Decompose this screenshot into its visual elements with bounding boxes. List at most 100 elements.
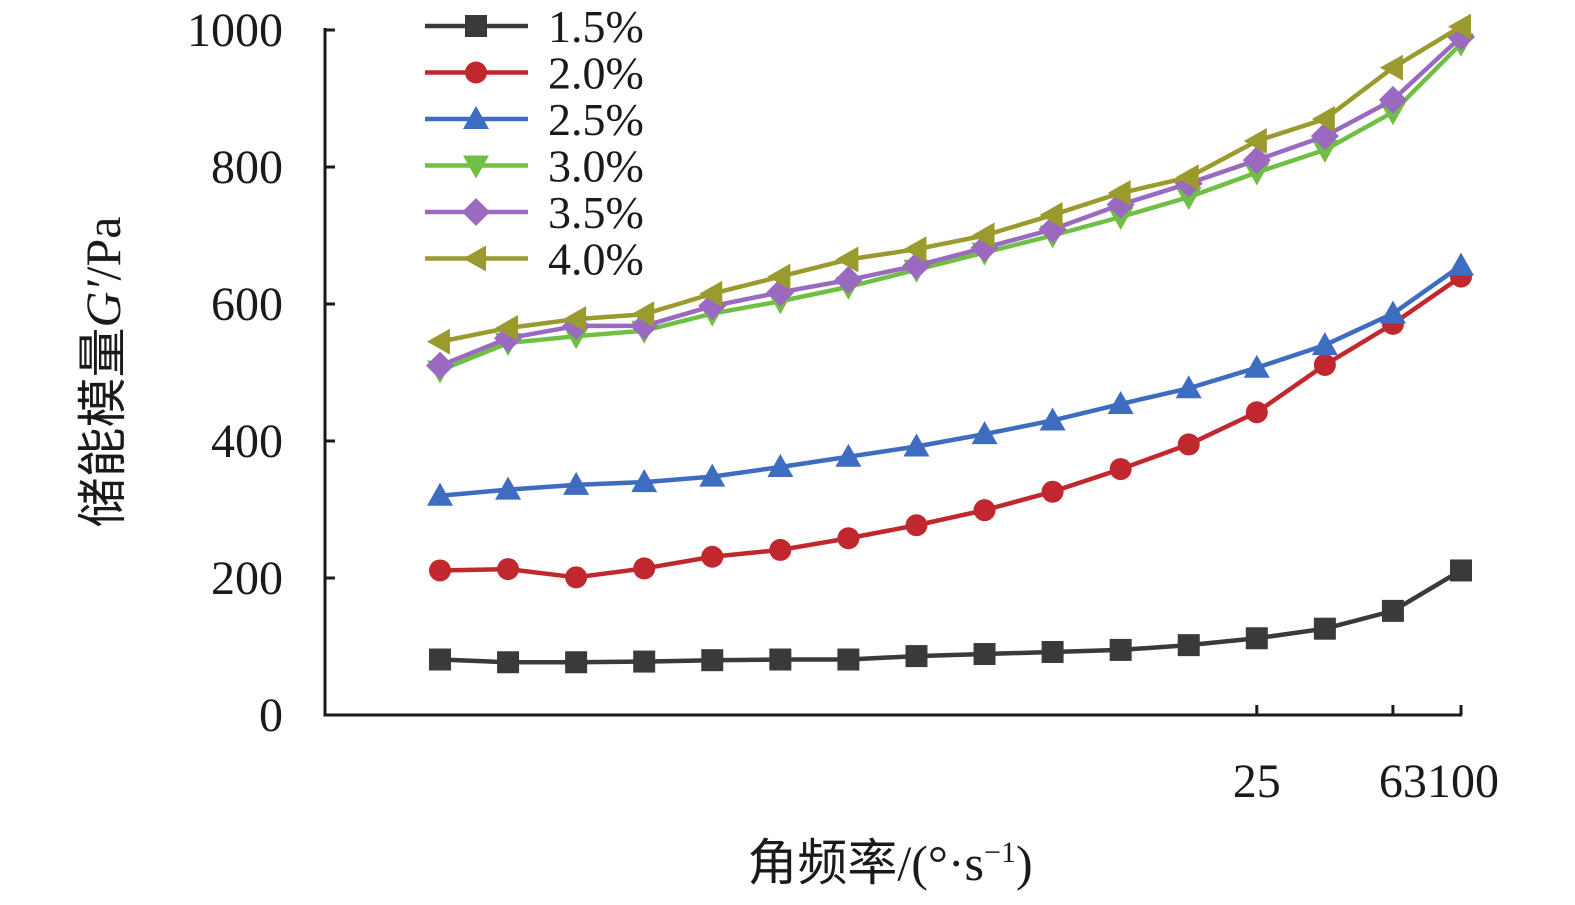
data-point-1-5-8: [973, 643, 996, 666]
data-point-4-0-8: [971, 222, 995, 249]
data-point-2-0-7: [905, 514, 928, 537]
data-point-1-5-0: [429, 648, 451, 671]
legend-item-3-5: 3.5%: [425, 187, 644, 238]
y-tick-label-1000: 1000: [187, 4, 283, 57]
legend-marker-2-0: [465, 61, 487, 84]
x-tick-label-63: 63: [1379, 755, 1427, 808]
series-2-5: [427, 252, 1474, 506]
data-point-1-5-13: [1313, 617, 1336, 640]
data-point-4-0-9: [1039, 201, 1063, 228]
data-point-2-0-1: [497, 558, 520, 581]
data-point-4-0-2: [563, 306, 587, 333]
series-line-1-5: [439, 568, 1463, 665]
y-tick-label-200: 200: [211, 552, 283, 605]
data-point-4-0-11: [1175, 164, 1199, 191]
data-point-2-0-4: [701, 545, 724, 568]
data-point-2-5-4: [699, 463, 726, 487]
series-line-2-0: [439, 274, 1463, 580]
data-point-1-5-10: [1109, 638, 1132, 661]
data-point-2-5-10: [1107, 391, 1134, 415]
data-point-2-5-2: [563, 471, 590, 495]
data-point-2-5-6: [835, 443, 862, 467]
data-point-3-5-12: [1242, 146, 1271, 175]
data-point-3-5-14: [1378, 85, 1407, 114]
data-point-2-5-12: [1243, 354, 1270, 378]
legend-marker-3-0: [463, 155, 489, 179]
x-axis-title: 角频率/(°·s−1): [747, 835, 1032, 891]
data-point-2-0-0: [429, 559, 451, 582]
legend-marker-3-5: [462, 198, 490, 226]
legend-label-1-5: 1.5%: [548, 1, 644, 52]
data-point-1-5-5: [769, 648, 792, 671]
legend-marker-1-5: [465, 15, 487, 37]
data-point-4-0-14: [1379, 54, 1403, 81]
data-point-1-5-14: [1381, 599, 1404, 622]
data-point-4-0-10: [1107, 180, 1131, 207]
legend: 1.5%2.0%2.5%3.0%3.5%4.0%: [425, 1, 644, 285]
y-axis-title: 储能模量G′/Pa: [75, 217, 131, 528]
data-point-2-0-11: [1177, 433, 1200, 456]
series-1-5: [429, 559, 1472, 674]
data-point-2-0-2: [565, 566, 588, 589]
legend-label-3-5: 3.5%: [548, 187, 644, 238]
data-point-2-5-1: [495, 476, 522, 500]
data-point-1-5-9: [1041, 640, 1064, 663]
data-point-2-5-15: [1448, 252, 1474, 276]
x-tick-label-25: 25: [1233, 755, 1281, 808]
data-point-4-0-12: [1243, 127, 1267, 154]
data-point-2-0-10: [1109, 458, 1132, 481]
axes: 0 200 400 600 800 1000 25 63 100: [187, 4, 1499, 808]
legend-item-2-5: 2.5%: [425, 94, 644, 145]
y-tick-label-800: 800: [211, 141, 283, 194]
data-point-2-0-6: [837, 527, 860, 550]
series-line-3-0: [439, 42, 1463, 373]
data-point-1-5-15: [1450, 559, 1472, 582]
data-point-1-5-1: [497, 651, 520, 674]
data-point-3-0-11: [1175, 187, 1202, 211]
series-2-0: [429, 265, 1472, 589]
legend-item-2-0: 2.0%: [425, 48, 644, 99]
data-point-1-5-6: [837, 648, 860, 671]
data-point-2-5-13: [1311, 332, 1338, 356]
data-point-2-5-14: [1379, 300, 1406, 324]
data-point-2-5-7: [903, 433, 930, 457]
data-point-2-0-5: [769, 538, 792, 561]
legend-label-4-0: 4.0%: [548, 234, 644, 285]
data-point-1-5-12: [1245, 627, 1268, 650]
series-layer: [426, 13, 1475, 674]
series-line-2-5: [439, 263, 1463, 499]
data-point-4-0-6: [835, 246, 859, 273]
legend-item-1-5: 1.5%: [425, 1, 644, 52]
x-tick-label-100: 100: [1427, 755, 1499, 808]
data-point-4-0-3: [631, 301, 655, 328]
data-point-2-5-8: [971, 421, 998, 445]
data-point-2-0-13: [1313, 353, 1336, 376]
legend-item-4-0: 4.0%: [425, 234, 644, 285]
data-point-1-5-4: [701, 649, 724, 672]
data-point-4-0-4: [699, 280, 723, 307]
data-point-3-5-0: [426, 351, 454, 380]
data-point-4-0-5: [767, 263, 791, 290]
data-point-2-5-5: [767, 454, 794, 478]
data-point-4-0-0: [427, 328, 450, 355]
data-point-2-0-8: [973, 499, 996, 522]
data-point-2-5-11: [1175, 375, 1202, 399]
data-point-2-0-9: [1041, 480, 1064, 503]
data-point-3-5-6: [834, 266, 863, 295]
data-point-4-0-13: [1311, 106, 1335, 133]
series-line-4-0: [439, 24, 1463, 344]
y-tick-label-0: 0: [259, 689, 283, 742]
data-point-2-5-0: [427, 482, 453, 506]
legend-marker-2-5: [463, 106, 489, 129]
data-point-1-5-11: [1177, 634, 1200, 657]
data-point-2-5-9: [1039, 407, 1066, 431]
data-point-3-0-13: [1311, 139, 1338, 163]
series-4-0: [427, 13, 1471, 355]
data-point-4-0-15: [1448, 13, 1471, 40]
legend-label-3-0: 3.0%: [548, 141, 644, 192]
data-point-2-0-12: [1245, 401, 1268, 424]
legend-item-3-0: 3.0%: [425, 141, 644, 192]
data-point-4-0-1: [495, 314, 519, 341]
data-point-1-5-3: [633, 650, 656, 673]
